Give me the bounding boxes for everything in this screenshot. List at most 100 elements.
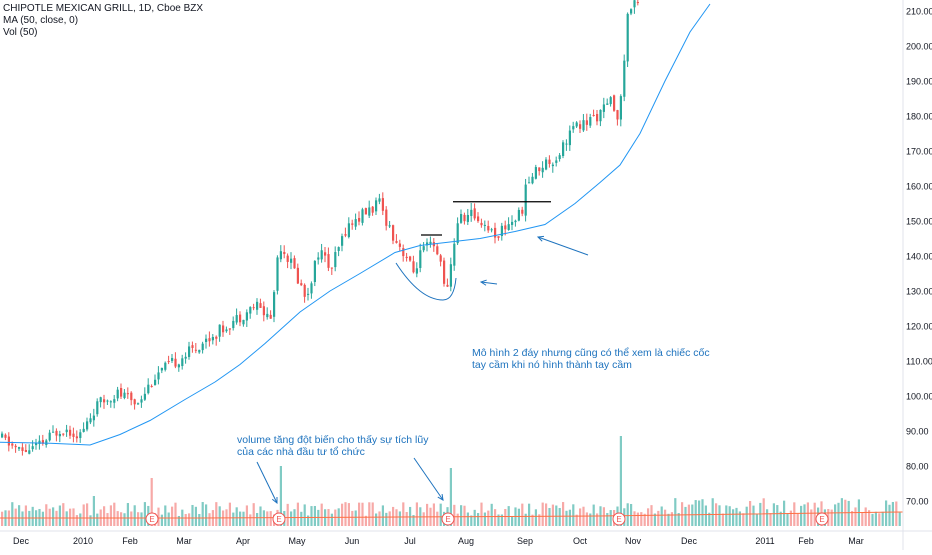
candle-body: [609, 97, 612, 105]
candle-body: [487, 225, 490, 231]
candle-body: [259, 303, 262, 308]
candle-body: [565, 143, 568, 145]
volume-bar: [538, 514, 541, 526]
candle-body: [602, 104, 605, 112]
volume-bar: [568, 509, 571, 526]
volume-bar: [109, 505, 112, 526]
candle-body: [167, 361, 170, 363]
candle-body: [548, 159, 551, 164]
volume-bar: [701, 499, 704, 526]
volume-bar: [721, 513, 724, 526]
cup-arc: [395, 262, 457, 301]
volume-bar: [398, 511, 401, 526]
volume-bar: [296, 502, 299, 526]
volume-bar: [249, 514, 252, 526]
candle-body: [252, 307, 255, 309]
volume-bar: [75, 515, 78, 526]
x-tick-label: May: [288, 536, 306, 546]
volume-bar: [130, 511, 133, 526]
arrow-volume-apr: [256, 461, 278, 504]
candle-body: [290, 258, 293, 263]
candle-body: [92, 415, 95, 421]
volume-bar: [800, 505, 803, 526]
volume-bar: [548, 507, 551, 526]
volume-bar: [286, 503, 289, 526]
volume-bar: [300, 511, 303, 526]
volume-bar: [157, 507, 160, 526]
candle-body: [405, 256, 408, 259]
volume-bar: [402, 502, 405, 526]
volume-bar: [562, 502, 565, 526]
candle-body: [96, 401, 99, 415]
volume-bar: [143, 502, 146, 526]
volume-bar: [439, 503, 442, 526]
volume-bar: [558, 508, 561, 526]
candlestick-series: [1, 0, 639, 456]
volume-bar: [789, 510, 792, 526]
candle-body: [358, 217, 361, 222]
volume-bar: [521, 503, 524, 526]
volume-bar: [504, 508, 507, 526]
volume-bar: [245, 505, 248, 526]
pattern-note: Mô hình 2 đáy nhưng cũng có thể xem là c…: [472, 347, 710, 371]
volume-bar: [11, 502, 14, 526]
volume-bar: [426, 503, 429, 526]
volume-bar: [898, 512, 901, 526]
candle-body: [14, 445, 17, 448]
candle-body: [55, 430, 58, 436]
volume-bar: [840, 498, 843, 526]
candle-body: [279, 251, 282, 260]
volume-bar: [698, 500, 701, 526]
volume-bar: [670, 512, 673, 526]
candle-body: [494, 227, 497, 238]
volume-bar: [432, 503, 435, 526]
earnings-marker-icon: [612, 512, 626, 526]
candle-body: [99, 397, 102, 403]
candle-body: [619, 96, 622, 120]
volume-bar: [218, 506, 221, 526]
earnings-marker-icon: [145, 512, 159, 526]
volume-bar: [106, 513, 109, 526]
volume-bar: [738, 511, 741, 526]
candle-body: [11, 443, 14, 446]
volume-bar: [534, 509, 537, 526]
volume-bar: [803, 504, 806, 526]
candle-body: [466, 214, 469, 222]
candle-body: [21, 447, 24, 451]
x-tick-label: Aug: [458, 536, 474, 546]
volume-note: volume tăng đột biến cho thấy sự tích lũ…: [237, 434, 428, 458]
arrow-volume-jul: [413, 457, 444, 501]
volume-bar: [847, 500, 850, 526]
candle-body: [239, 314, 242, 323]
volume-bar: [477, 513, 480, 526]
arrow-ma-support: [537, 236, 589, 256]
candle-body: [616, 110, 619, 120]
volume-bar: [528, 503, 531, 526]
volume-bar: [531, 514, 534, 526]
candle-body: [446, 284, 449, 287]
volume-bar: [252, 503, 255, 526]
candle-body: [579, 124, 582, 129]
y-tick-label: 200.00: [906, 42, 932, 52]
volume-bar: [854, 507, 857, 526]
volume-bar: [266, 511, 269, 526]
candle-body: [426, 242, 429, 246]
volume-bar: [449, 468, 452, 526]
candle-body: [626, 13, 629, 62]
candle-body: [327, 254, 330, 268]
candle-body: [154, 379, 157, 385]
candle-body: [402, 248, 405, 257]
y-tick-label: 90.00: [906, 427, 929, 437]
volume-bar: [681, 502, 684, 526]
x-tick-label: Apr: [236, 536, 250, 546]
candle-body: [439, 255, 442, 262]
candle-body: [456, 223, 459, 244]
volume-bar: [602, 507, 605, 526]
volume-bar: [460, 505, 463, 526]
candle-body: [368, 207, 371, 216]
legend: CHIPOTLE MEXICAN GRILL, 1D, Cboe BZX MA …: [3, 3, 203, 39]
volume-bar: [891, 501, 894, 526]
